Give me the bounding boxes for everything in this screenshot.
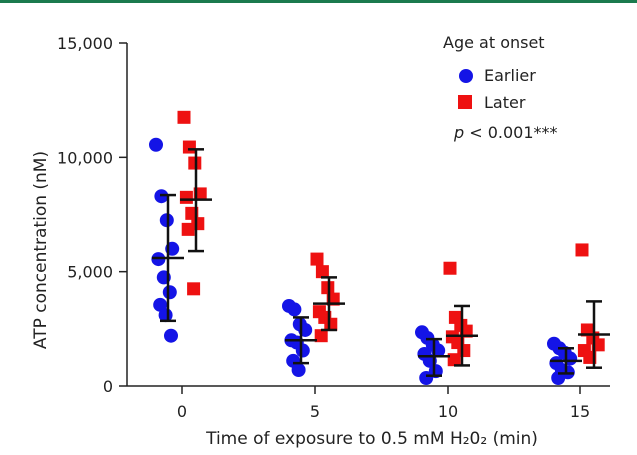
axes bbox=[126, 43, 610, 387]
x-ticks: 0 5 10 15 bbox=[177, 386, 590, 421]
y-tick-label: 0 bbox=[103, 377, 113, 396]
legend-earlier-label: Earlier bbox=[484, 66, 536, 85]
p-value-symbol: p bbox=[453, 123, 464, 142]
y-tick-label: 5,000 bbox=[67, 263, 113, 282]
x-tick-label: 10 bbox=[438, 402, 458, 421]
data-point-later bbox=[447, 353, 461, 367]
x-tick-label: 15 bbox=[570, 402, 590, 421]
top-rule bbox=[0, 0, 637, 3]
data-point-later bbox=[575, 243, 589, 257]
y-tick-label: 15,000 bbox=[57, 34, 113, 53]
data-point-later bbox=[181, 222, 195, 236]
data-point-later bbox=[310, 252, 324, 266]
data-point-earlier bbox=[419, 370, 434, 385]
legend-later-label: Later bbox=[484, 93, 526, 112]
data-point-earlier bbox=[291, 362, 306, 377]
y-axis-title: ATP concentration (nM) bbox=[31, 151, 51, 349]
y-tick-label: 10,000 bbox=[57, 148, 113, 167]
x-tick-label: 0 bbox=[177, 402, 187, 421]
y-ticks: 0 5,000 10,000 15,000 bbox=[57, 34, 127, 396]
legend: Age at onset Earlier Later p < 0.001*** bbox=[443, 33, 558, 142]
legend-earlier-marker bbox=[459, 69, 473, 83]
legend-title: Age at onset bbox=[443, 33, 545, 52]
p-value-text: < 0.001*** bbox=[464, 123, 557, 142]
data-point-later bbox=[315, 265, 329, 279]
x-tick-label: 5 bbox=[310, 402, 320, 421]
error-bars bbox=[152, 148, 610, 377]
x-axis-title: Time of exposure to 0.5 mM H₂0₂ (min) bbox=[205, 429, 538, 449]
data-point-later bbox=[179, 190, 193, 204]
data-point-earlier bbox=[295, 343, 310, 358]
p-value-note: p < 0.001*** bbox=[453, 123, 558, 142]
data-point-later bbox=[187, 282, 201, 296]
data-points bbox=[149, 110, 605, 385]
data-point-earlier bbox=[149, 137, 163, 152]
data-point-earlier bbox=[153, 297, 168, 312]
data-point-later bbox=[324, 317, 338, 331]
legend-later-marker bbox=[458, 95, 472, 109]
data-point-earlier bbox=[287, 302, 302, 317]
data-point-earlier bbox=[162, 285, 177, 300]
data-point-later bbox=[177, 110, 191, 124]
data-point-later bbox=[182, 140, 196, 154]
data-point-earlier bbox=[164, 328, 178, 343]
data-point-later bbox=[443, 261, 457, 275]
data-point-later bbox=[314, 329, 328, 343]
